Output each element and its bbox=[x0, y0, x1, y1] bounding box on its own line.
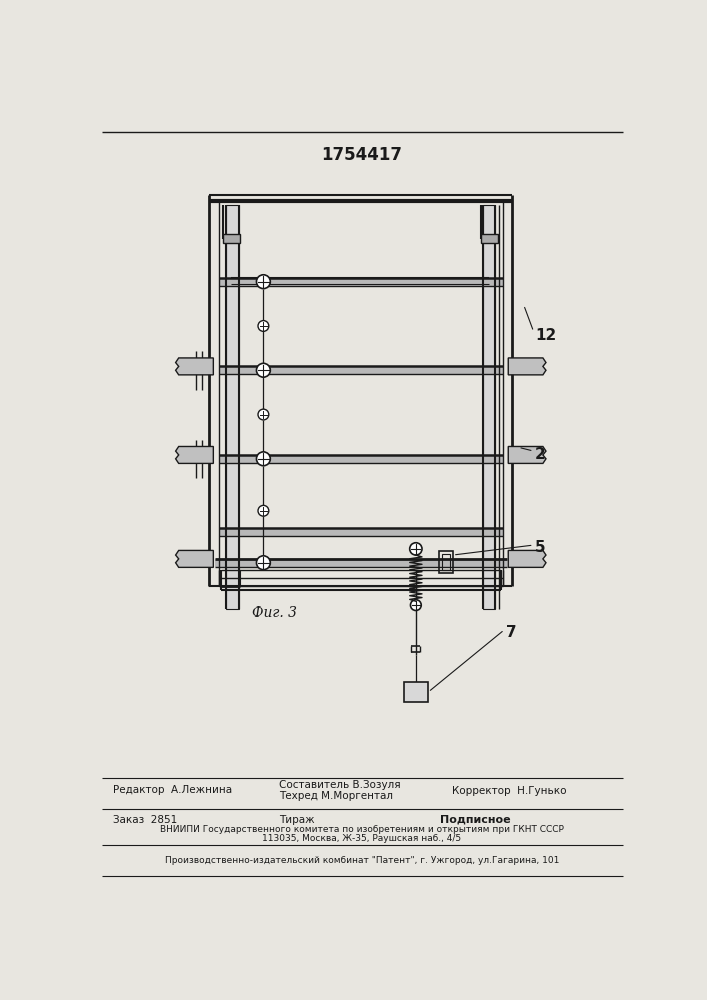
Polygon shape bbox=[175, 550, 214, 567]
Polygon shape bbox=[175, 358, 214, 375]
Text: Подписное: Подписное bbox=[440, 815, 511, 825]
Text: ВНИИПИ Государственного комитета по изобретениям и открытиям при ГКНТ СССР: ВНИИПИ Государственного комитета по изоб… bbox=[160, 825, 564, 834]
Bar bbox=[439, 551, 452, 573]
Bar bbox=[226, 205, 239, 609]
Text: Составитель В.Зозуля: Составитель В.Зозуля bbox=[279, 780, 400, 790]
Bar bbox=[218, 455, 503, 463]
Bar bbox=[223, 234, 240, 243]
Text: 2: 2 bbox=[535, 447, 546, 462]
Bar bbox=[215, 559, 507, 567]
Circle shape bbox=[411, 600, 421, 610]
Circle shape bbox=[258, 505, 269, 516]
Text: Тираж: Тираж bbox=[279, 815, 315, 825]
Text: 1754417: 1754417 bbox=[322, 146, 402, 164]
Circle shape bbox=[257, 363, 270, 377]
Text: 12: 12 bbox=[535, 328, 556, 343]
Text: 7: 7 bbox=[506, 625, 517, 640]
Text: Производственно-издательский комбинат "Патент", г. Ужгород, ул.Гагарина, 101: Производственно-издательский комбинат "П… bbox=[165, 856, 559, 865]
Text: 113035, Москва, Ж-35, Раушская наб., 4/5: 113035, Москва, Ж-35, Раушская наб., 4/5 bbox=[262, 834, 462, 843]
Text: Техред М.Моргентал: Техред М.Моргентал bbox=[279, 791, 393, 801]
Circle shape bbox=[257, 275, 270, 289]
Bar bbox=[442, 554, 450, 570]
Text: 5: 5 bbox=[535, 540, 546, 555]
Polygon shape bbox=[508, 550, 546, 567]
Circle shape bbox=[257, 452, 270, 466]
Bar bbox=[483, 205, 495, 609]
Polygon shape bbox=[508, 446, 546, 463]
Bar bbox=[218, 366, 503, 374]
Text: Заказ  2851: Заказ 2851 bbox=[113, 815, 177, 825]
Bar bbox=[218, 528, 503, 536]
Text: Корректор  Н.Гунько: Корректор Н.Гунько bbox=[452, 786, 566, 796]
Text: Редактор  А.Лежнина: Редактор А.Лежнина bbox=[113, 785, 233, 795]
Text: Фиг. 3: Фиг. 3 bbox=[252, 606, 298, 620]
Bar bbox=[404, 682, 428, 702]
Polygon shape bbox=[175, 446, 214, 463]
Bar bbox=[481, 234, 498, 243]
Bar bbox=[218, 278, 503, 286]
Polygon shape bbox=[508, 358, 546, 375]
Circle shape bbox=[257, 556, 270, 570]
Circle shape bbox=[409, 543, 422, 555]
Circle shape bbox=[258, 321, 269, 331]
Circle shape bbox=[258, 409, 269, 420]
